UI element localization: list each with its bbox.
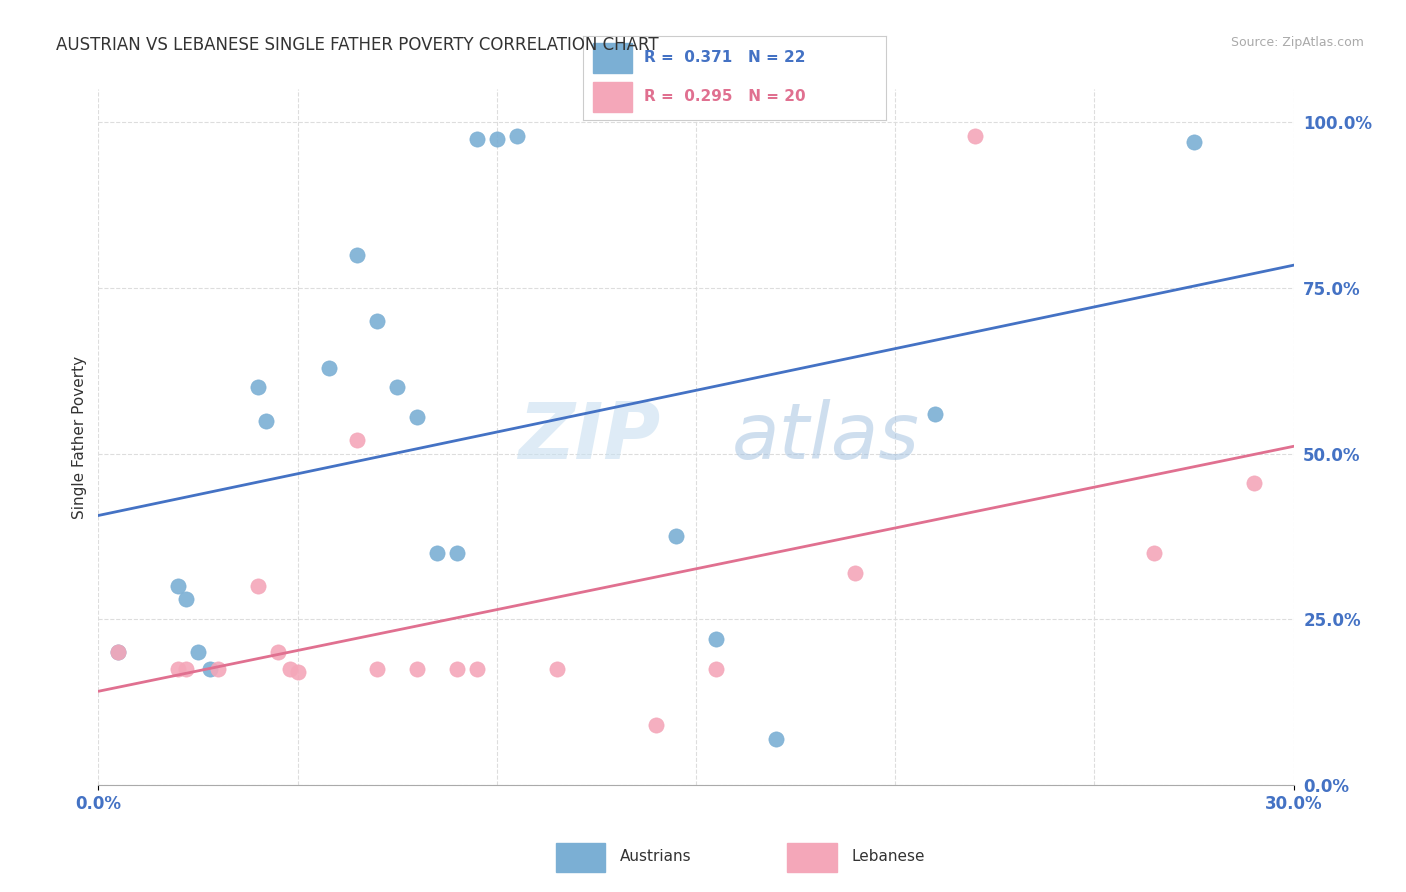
Point — [346, 434, 368, 448]
Point — [645, 718, 668, 732]
Text: R =  0.295   N = 20: R = 0.295 N = 20 — [644, 89, 806, 104]
Point — [704, 662, 727, 676]
Point — [318, 360, 340, 375]
Point — [765, 731, 787, 746]
Point — [704, 632, 727, 647]
Point — [465, 132, 488, 146]
Point — [844, 566, 866, 580]
Point — [465, 662, 488, 676]
FancyBboxPatch shape — [592, 82, 631, 112]
Point — [366, 314, 388, 328]
Point — [506, 128, 529, 143]
Point — [278, 662, 301, 676]
Point — [107, 645, 129, 659]
Point — [665, 529, 688, 543]
Point — [187, 645, 209, 659]
Point — [246, 579, 269, 593]
Point — [366, 662, 388, 676]
Text: atlas: atlas — [733, 399, 920, 475]
FancyBboxPatch shape — [592, 44, 631, 73]
Point — [207, 662, 229, 676]
Point — [1182, 135, 1205, 149]
Point — [174, 662, 197, 676]
Text: Source: ZipAtlas.com: Source: ZipAtlas.com — [1230, 36, 1364, 49]
Point — [385, 380, 409, 394]
FancyBboxPatch shape — [787, 843, 837, 872]
Point — [254, 413, 277, 427]
Text: R =  0.371   N = 22: R = 0.371 N = 22 — [644, 50, 806, 65]
Point — [1243, 476, 1265, 491]
Text: ZIP: ZIP — [517, 399, 661, 475]
Point — [246, 380, 269, 394]
Text: Lebanese: Lebanese — [851, 849, 925, 863]
Point — [1143, 546, 1166, 560]
Point — [107, 645, 129, 659]
Point — [485, 132, 508, 146]
Point — [546, 662, 568, 676]
Point — [446, 662, 468, 676]
Point — [174, 592, 197, 607]
Point — [267, 645, 290, 659]
Point — [426, 546, 449, 560]
Text: Austrians: Austrians — [620, 849, 692, 863]
Point — [446, 546, 468, 560]
FancyBboxPatch shape — [557, 843, 605, 872]
Point — [406, 410, 429, 425]
Point — [924, 407, 946, 421]
Point — [963, 128, 986, 143]
Text: AUSTRIAN VS LEBANESE SINGLE FATHER POVERTY CORRELATION CHART: AUSTRIAN VS LEBANESE SINGLE FATHER POVER… — [56, 36, 659, 54]
Point — [346, 248, 368, 262]
Point — [406, 662, 429, 676]
Point — [198, 662, 221, 676]
Point — [167, 579, 190, 593]
Y-axis label: Single Father Poverty: Single Father Poverty — [72, 356, 87, 518]
Point — [167, 662, 190, 676]
Point — [287, 665, 309, 680]
